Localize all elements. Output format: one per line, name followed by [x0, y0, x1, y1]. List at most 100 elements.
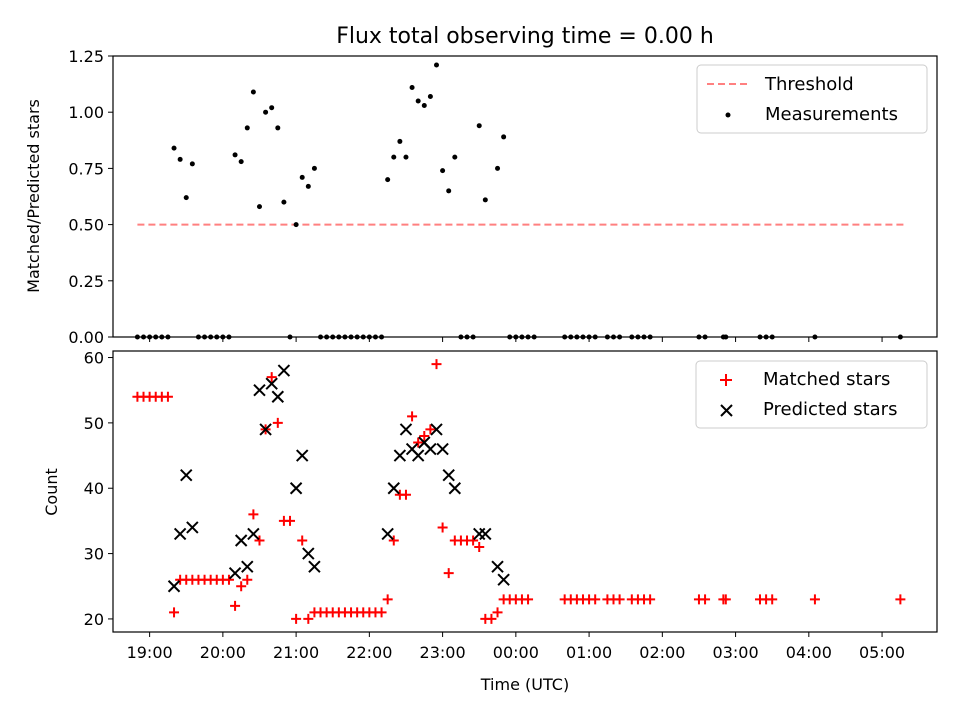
matched-star-point — [382, 594, 393, 605]
predicted-star-point — [473, 527, 486, 541]
measurement-point — [293, 222, 299, 228]
matched-star-point — [297, 535, 308, 546]
measurement-point — [232, 152, 238, 158]
predicted-star-point — [381, 527, 394, 541]
predicted-star-point — [296, 449, 309, 462]
measurement-point — [281, 199, 287, 205]
measurement-point — [482, 197, 488, 203]
x-tick-label: 04:00 — [786, 643, 832, 662]
x-tick-label: 20:00 — [200, 643, 246, 662]
measurement-point — [403, 154, 409, 160]
matched-star-point — [388, 535, 399, 546]
matched-star-point — [425, 424, 436, 435]
measurement-point — [501, 134, 507, 140]
x-tick-label: 00:00 — [493, 643, 539, 662]
matched-star-point — [523, 594, 534, 605]
bottom-y-tick-label: 60 — [84, 349, 104, 368]
matched-stars-legend-marker — [720, 374, 732, 386]
top-plot-frame — [112, 55, 938, 338]
predicted-star-point — [271, 390, 285, 403]
measurement-point — [415, 98, 421, 104]
matched-star-point — [419, 430, 430, 441]
measurement-point — [452, 154, 458, 160]
x-axis-label: Time (UTC) — [480, 675, 569, 694]
predicted-star-point — [399, 423, 413, 436]
measurement-point — [385, 177, 391, 183]
measurement-point — [476, 123, 482, 129]
predicted-star-point — [430, 423, 443, 436]
measurement-point — [427, 93, 433, 99]
matched-star-point — [767, 594, 778, 605]
bottom-y-tick-label: 20 — [84, 610, 104, 629]
predicted-star-point — [167, 580, 181, 593]
measurement-point — [397, 138, 403, 144]
predicted-star-point — [448, 482, 462, 495]
predicted-star-point — [411, 449, 425, 462]
matched-star-point — [236, 581, 247, 592]
x-tick-label: 02:00 — [639, 643, 685, 662]
predicted-star-point — [479, 527, 492, 541]
matched-star-point — [400, 489, 411, 500]
measurement-point — [269, 105, 275, 111]
matched-star-point — [291, 613, 302, 624]
matched-star-point — [242, 574, 253, 585]
measurement-point — [263, 109, 269, 115]
bottom-y-tick-label: 50 — [84, 414, 104, 433]
x-tick-label: 21:00 — [273, 643, 319, 662]
measurement-point — [305, 183, 311, 189]
predicted-star-point — [491, 560, 504, 573]
matched-star-point — [223, 574, 234, 585]
predicted-star-point — [234, 534, 248, 547]
matched-star-point — [720, 594, 731, 605]
measurement-point — [299, 174, 305, 180]
predicted-star-point — [259, 423, 272, 436]
predicted-star-point — [277, 364, 291, 377]
predicted-star-point — [424, 442, 437, 456]
predicted-star-point — [247, 527, 260, 541]
matched-star-point — [169, 607, 180, 618]
predicted-star-point — [442, 468, 455, 482]
measurement-point — [495, 165, 501, 171]
matched-star-point — [285, 515, 296, 526]
matched-star-point — [492, 607, 503, 618]
matched-star-point — [303, 613, 314, 624]
top-legend: Threshold Measurements — [696, 64, 928, 134]
measurement-point — [409, 84, 415, 90]
matched-star-point — [590, 594, 601, 605]
predicted-star-point — [173, 527, 187, 541]
x-tick-label: 22:00 — [346, 643, 392, 662]
matched-star-point — [700, 594, 711, 605]
matched-star-point — [162, 391, 173, 402]
chart-title: Flux total observing time = 0.00 h — [336, 24, 714, 49]
matched-star-point — [474, 542, 485, 553]
matched-star-point — [614, 594, 625, 605]
bottom-panel: Count Time (UTC) 20 30 40 50 60 19:00 20:00 21… — [42, 349, 938, 694]
top-y-tick-label: 0.25 — [68, 272, 104, 291]
measurement-point — [244, 125, 250, 131]
measurement-point — [238, 159, 244, 165]
matched-star-point — [895, 594, 906, 605]
matched-star-point — [468, 535, 479, 546]
predicted-star-point — [180, 468, 193, 482]
predicted-star-point — [387, 482, 400, 495]
predicted-star-point — [289, 482, 303, 495]
matched-star-point — [407, 411, 418, 422]
matched-star-point — [272, 417, 283, 428]
predicted-star-point — [308, 560, 321, 573]
bottom-y-tick-label: 40 — [84, 479, 104, 498]
measurement-point — [433, 62, 439, 68]
matched-star-point — [248, 509, 259, 520]
x-tick-label: 03:00 — [713, 643, 759, 662]
measurement-point — [421, 102, 427, 108]
bottom-legend: Matched stars Predicted stars — [695, 360, 928, 429]
measurement-point — [189, 161, 195, 167]
threshold-legend-label: Threshold — [764, 74, 854, 95]
bottom-y-tick-label: 30 — [84, 545, 104, 564]
matched-star-point — [486, 613, 497, 624]
matched-stars-legend-label: Matched stars — [763, 369, 890, 390]
measurement-point — [391, 154, 397, 160]
top-y-tick-label: 0.75 — [68, 159, 104, 178]
x-tick-label: 05:00 — [859, 643, 905, 662]
x-tick-label: 19:00 — [127, 643, 173, 662]
